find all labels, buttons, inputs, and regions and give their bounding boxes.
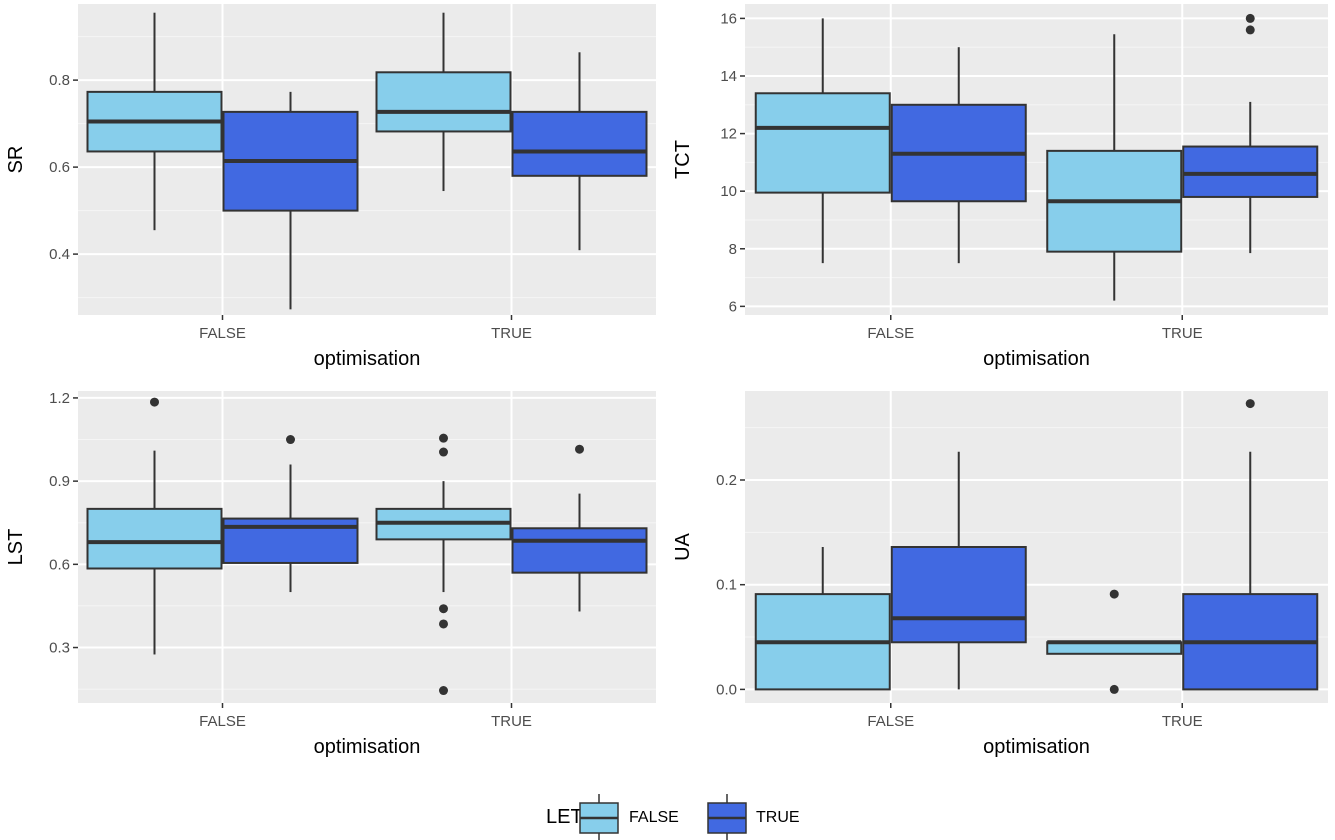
box-false-let-false: [754, 18, 891, 264]
box-true-let-true: [1182, 399, 1319, 691]
y-tick-label: 14: [720, 68, 737, 85]
panels-layer: 0.4 0.6 0.8 FALSE TRUE optimisation SR 6 8 10 12 14…: [5, 4, 1328, 758]
y-tick-label: 0.9: [49, 473, 70, 490]
x-axis-title: optimisation: [314, 348, 421, 370]
panel-tct: 6 8 10 12 14 16 FALSE TRUE optimisation TCT: [672, 4, 1328, 370]
outlier-point: [439, 604, 448, 614]
box-false-let-true: [222, 435, 359, 593]
y-tick-label: 16: [720, 10, 737, 27]
y-tick-label: 0.3: [49, 640, 70, 657]
outlier-point: [1109, 589, 1119, 599]
box-false-let-true: [890, 451, 1027, 690]
y-tick-label: 12: [720, 126, 737, 143]
box-iqr: [86, 507, 223, 570]
legend-title: LET: [546, 806, 583, 828]
y-tick-label: 0.4: [49, 246, 70, 263]
box-iqr: [1182, 145, 1319, 198]
box-true-let-false: [1046, 589, 1183, 694]
x-tick-label: FALSE: [867, 325, 914, 342]
box-false-let-true: [890, 47, 1027, 264]
box-false-let-false: [86, 397, 223, 655]
legend: LET FALSE TRUE: [546, 794, 800, 840]
outlier-point: [439, 619, 448, 629]
box-iqr: [890, 546, 1027, 644]
box-true-let-true: [511, 52, 648, 251]
box-false-let-true: [222, 91, 359, 310]
outlier-point: [150, 397, 159, 407]
box-false-let-false: [86, 12, 223, 231]
box-true-let-true: [1182, 13, 1319, 254]
x-axis-title: optimisation: [983, 736, 1090, 758]
y-tick-label: 0.1: [716, 577, 737, 594]
x-axis-title: optimisation: [314, 736, 421, 758]
box-false-let-false: [754, 547, 891, 691]
x-tick-label: TRUE: [1162, 713, 1203, 730]
y-tick-label: 0.8: [49, 72, 70, 89]
outlier-point: [439, 686, 448, 696]
box-iqr: [511, 110, 648, 177]
legend-keys: [579, 794, 747, 840]
x-axis-title: optimisation: [983, 348, 1090, 370]
outlier-point: [1109, 684, 1119, 694]
x-tick-label: TRUE: [491, 713, 532, 730]
x-tick-label: TRUE: [491, 325, 532, 342]
legend-key-false: [579, 794, 619, 840]
outlier-point: [439, 433, 448, 443]
y-tick-label: 0.0: [716, 681, 737, 698]
box-true-let-false: [375, 433, 512, 696]
legend-label-true: TRUE: [756, 809, 800, 826]
y-axis-title: TCT: [672, 140, 694, 179]
panel-lst: 0.3 0.6 0.9 1.2 FALSE TRUE optimisation LST: [5, 390, 656, 758]
y-axis-title: SR: [5, 146, 27, 174]
box-true-let-true: [511, 444, 648, 612]
panel-ua: 0.0 0.1 0.2 FALSE TRUE optimisation UA: [672, 391, 1328, 758]
outlier-point: [439, 447, 448, 457]
outlier-point: [1245, 13, 1255, 23]
y-tick-label: 8: [729, 241, 737, 258]
legend-key-true: [707, 794, 747, 840]
x-tick-label: TRUE: [1162, 325, 1203, 342]
panel-sr: 0.4 0.6 0.8 FALSE TRUE optimisation SR: [5, 4, 656, 370]
y-tick-label: 0.2: [716, 472, 737, 489]
x-tick-label: FALSE: [867, 713, 914, 730]
box-true-let-false: [1046, 34, 1183, 301]
y-axis-title: UA: [672, 532, 694, 560]
box-iqr: [511, 527, 648, 574]
legend-label-false: FALSE: [629, 809, 679, 826]
y-axis-title: LST: [5, 529, 27, 566]
x-tick-label: FALSE: [199, 713, 246, 730]
y-tick-label: 1.2: [49, 390, 70, 407]
box-iqr: [754, 92, 891, 194]
outlier-point: [286, 435, 295, 445]
box-iqr: [375, 71, 512, 133]
y-tick-label: 6: [729, 298, 737, 315]
x-tick-label: FALSE: [199, 325, 246, 342]
y-tick-label: 0.6: [49, 556, 70, 573]
y-tick-label: 0.6: [49, 159, 70, 176]
outlier-point: [1245, 25, 1255, 35]
outlier-point: [575, 444, 584, 454]
outlier-point: [1245, 399, 1255, 409]
box-true-let-false: [375, 12, 512, 192]
y-tick-label: 10: [720, 183, 737, 200]
